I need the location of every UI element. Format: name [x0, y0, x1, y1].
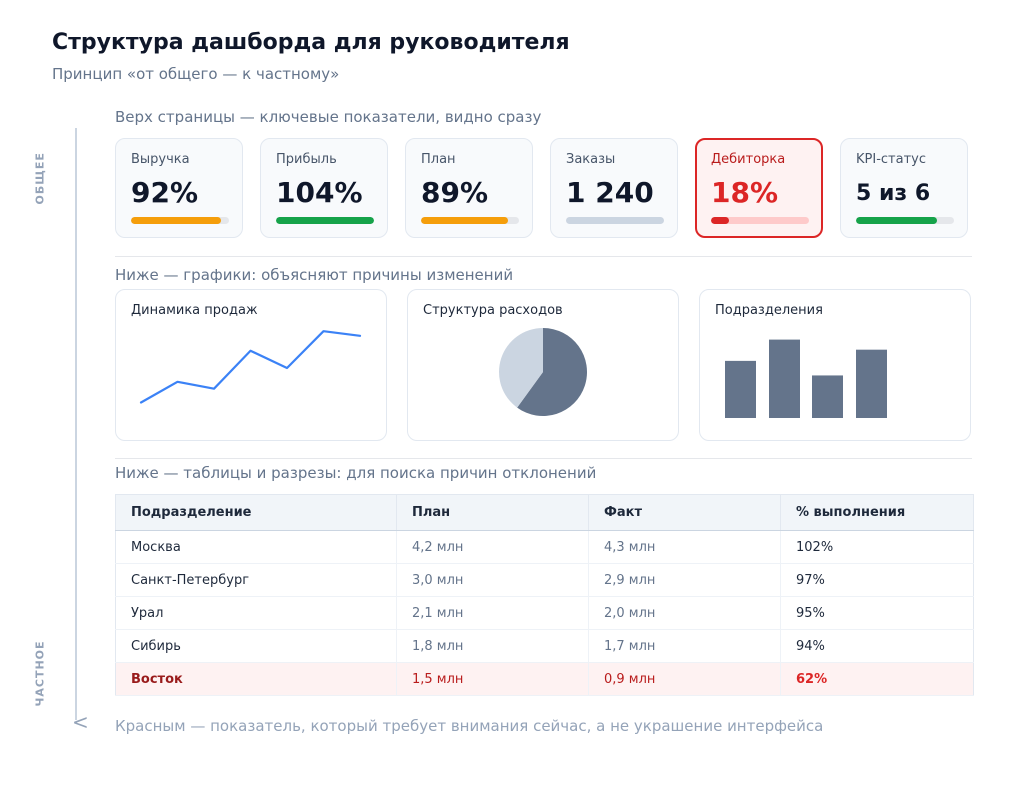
section-label-charts: Ниже — графики: объясняют причины измене… [115, 266, 514, 284]
cell-plan: 1,5 млн [396, 662, 589, 696]
expenses-chart-title: Структура расходов [423, 303, 563, 318]
kpi-value: 18% [711, 176, 779, 209]
cell-percent: 97% [780, 563, 974, 597]
pie-slice [499, 328, 543, 408]
kpi-value: 5 из 6 [856, 181, 931, 206]
sales-chart-title: Динамика продаж [131, 303, 258, 318]
divisions-chart-title: Подразделения [715, 303, 823, 318]
cell-division: Восток [115, 662, 397, 696]
cell-fact: 1,7 млн [588, 629, 781, 663]
divisions-bar-chart [725, 339, 887, 418]
sales-line [139, 330, 362, 404]
cell-division: Урал [115, 596, 397, 630]
cell-plan: 4,2 млн [396, 530, 589, 564]
kpi-card[interactable]: Выручка 92% [115, 138, 243, 238]
kpi-label: KPI-статус [856, 152, 926, 167]
sales-line-chart [139, 330, 362, 404]
divider [115, 458, 972, 459]
kpi-progress-track [566, 217, 664, 224]
divider [115, 256, 972, 257]
kpi-progress-track [856, 217, 954, 224]
kpi-value: 92% [131, 176, 199, 209]
divisions-table: Подразделение План Факт % выполнения Мос… [115, 494, 974, 696]
cell-division: Москва [115, 530, 397, 564]
cell-plan: 1,8 млн [396, 629, 589, 663]
table-row[interactable]: Восток 1,5 млн 0,9 млн 62% [115, 662, 974, 696]
cell-fact: 2,9 млн [588, 563, 781, 597]
kpi-card[interactable]: KPI-статус 5 из 6 [840, 138, 968, 238]
column-header-division[interactable]: Подразделение [115, 494, 397, 531]
cell-fact: 4,3 млн [588, 530, 781, 564]
hierarchy-axis-line [75, 128, 77, 720]
kpi-progress-fill [711, 217, 729, 224]
sales-chart-card: Динамика продаж [115, 289, 387, 441]
cell-percent: 102% [780, 530, 974, 564]
cell-division: Санкт-Петербург [115, 563, 397, 597]
table-row[interactable]: Сибирь 1,8 млн 1,7 млн 94% [115, 629, 974, 663]
footnote: Красным — показатель, который требует вн… [115, 717, 824, 735]
kpi-progress-track [711, 217, 809, 224]
kpi-card[interactable]: План 89% [405, 138, 533, 238]
division-bar [769, 339, 800, 418]
cell-fact: 0,9 млн [588, 662, 781, 696]
cell-plan: 2,1 млн [396, 596, 589, 630]
table-row[interactable]: Москва 4,2 млн 4,3 млн 102% [115, 530, 974, 564]
cell-plan: 3,0 млн [396, 563, 589, 597]
kpi-label: Заказы [566, 152, 616, 167]
kpi-progress-fill [276, 217, 374, 224]
table-header-row: Подразделение План Факт % выполнения [115, 494, 974, 531]
expenses-pie-chart [499, 328, 587, 416]
kpi-progress-fill [856, 217, 938, 224]
page-subtitle: Принцип «от общего — к частному» [52, 65, 340, 83]
division-bar [725, 360, 756, 418]
kpi-card[interactable]: Прибыль 104% [260, 138, 388, 238]
kpi-label: Выручка [131, 152, 190, 167]
section-label-kpi: Верх страницы — ключевые показатели, вид… [115, 108, 542, 126]
cell-fact: 2,0 млн [588, 596, 781, 630]
column-header-plan[interactable]: План [396, 494, 589, 531]
section-label-table: Ниже — таблицы и разрезы: для поиска при… [115, 464, 597, 482]
column-header-fact[interactable]: Факт [588, 494, 781, 531]
cell-percent: 95% [780, 596, 974, 630]
division-bar [812, 375, 843, 418]
kpi-label: Прибыль [276, 152, 337, 167]
divisions-chart-card: Подразделения [699, 289, 971, 441]
axis-label-general: ОБЩЕЕ [33, 152, 47, 205]
pie-slice [517, 328, 587, 416]
kpi-value: 1 240 [566, 176, 654, 209]
division-bar [856, 349, 887, 418]
kpi-card[interactable]: Заказы 1 240 [550, 138, 678, 238]
kpi-progress-track [421, 217, 519, 224]
kpi-progress-track [276, 217, 374, 224]
kpi-value: 104% [276, 176, 363, 209]
cell-division: Сибирь [115, 629, 397, 663]
table-row[interactable]: Урал 2,1 млн 2,0 млн 95% [115, 596, 974, 630]
cell-percent: 62% [780, 662, 974, 696]
kpi-progress-fill [131, 217, 222, 224]
axis-label-detail: ЧАСТНОЕ [33, 640, 47, 707]
expenses-chart-card: Структура расходов [407, 289, 679, 441]
kpi-progress-fill [566, 217, 664, 224]
kpi-label: Дебиторка [711, 152, 786, 167]
arrow-down-icon: < [72, 710, 89, 734]
kpi-progress-fill [421, 217, 509, 224]
kpi-progress-track [131, 217, 229, 224]
page-title: Структура дашборда для руководителя [52, 30, 570, 55]
kpi-value: 89% [421, 176, 489, 209]
table-row[interactable]: Санкт-Петербург 3,0 млн 2,9 млн 97% [115, 563, 974, 597]
kpi-card[interactable]: Дебиторка 18% [695, 138, 823, 238]
column-header-percent[interactable]: % выполнения [780, 494, 974, 531]
kpi-label: План [421, 152, 456, 167]
cell-percent: 94% [780, 629, 974, 663]
